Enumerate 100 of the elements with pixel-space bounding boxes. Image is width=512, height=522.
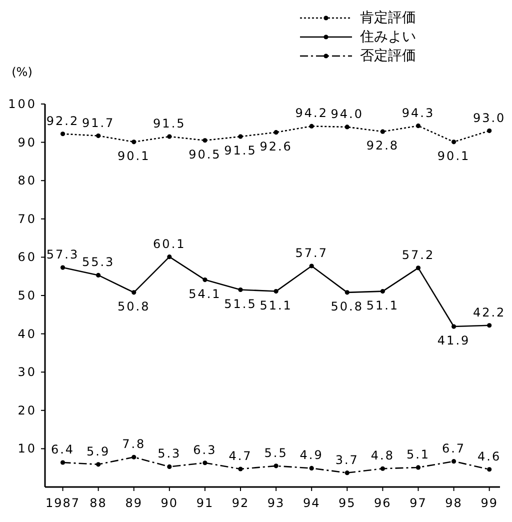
point [487, 467, 492, 472]
data-label: 4.7 [228, 449, 252, 463]
y-tick-label: 10 [18, 442, 37, 456]
data-label: 6.3 [193, 442, 217, 457]
x-tick-label: 97 [410, 496, 427, 510]
data-label: 91.7 [82, 116, 115, 130]
data-label: 57.3 [46, 248, 80, 262]
point [238, 134, 243, 139]
point [274, 464, 278, 468]
x-tick-label: 91 [196, 496, 214, 510]
point [416, 124, 421, 128]
point [309, 466, 314, 471]
x-tick-label: 88 [90, 496, 107, 510]
data-label: 57.2 [402, 248, 435, 262]
point [132, 290, 136, 295]
point [60, 265, 66, 270]
x-tick-label: 98 [445, 496, 462, 510]
data-label: 90.5 [188, 147, 222, 162]
point [451, 459, 456, 464]
data-label: 92.2 [46, 114, 80, 128]
y-axis-title: (%) [12, 65, 32, 79]
legend-label: 肯定評価 [360, 10, 416, 26]
point [202, 277, 208, 282]
data-label: 94.0 [330, 106, 364, 121]
data-label: 4.9 [300, 448, 324, 462]
data-label: 3.7 [335, 452, 359, 467]
point [238, 466, 243, 472]
point [167, 254, 172, 260]
point [202, 138, 208, 143]
y-tick-label: 60 [18, 250, 37, 264]
data-label: 6.4 [50, 442, 75, 456]
point [132, 140, 136, 144]
y-tick-label: 50 [18, 288, 37, 302]
y-tick-label: 30 [18, 365, 37, 380]
point [380, 288, 385, 294]
point [416, 266, 421, 270]
x-tick-label: 95 [338, 496, 356, 510]
point [487, 323, 492, 328]
y-tick-label: 80 [18, 174, 37, 188]
y-tick-label: 100 [8, 97, 37, 111]
x-tick-label: 99 [480, 496, 498, 510]
data-label: 50.8 [118, 299, 150, 314]
data-label: 94.2 [295, 106, 328, 120]
point [380, 466, 385, 471]
data-label: 50.8 [330, 299, 364, 314]
point [344, 470, 350, 476]
data-label: 5.5 [264, 446, 288, 460]
x-tick-label: 90 [160, 496, 178, 510]
data-label: 94.3 [402, 106, 435, 120]
data-label: 41.9 [437, 334, 470, 348]
data-label: 55.3 [82, 255, 115, 270]
point [274, 288, 278, 294]
point [380, 129, 385, 134]
data-label: 51.5 [224, 296, 257, 311]
data-label: 91.5 [153, 116, 186, 131]
data-label: 51.1 [260, 298, 292, 312]
x-tick-label: 92 [232, 496, 250, 510]
data-label: 5.9 [86, 444, 110, 458]
point [487, 128, 492, 134]
y-tick-label: 40 [18, 326, 37, 341]
y-tick-label: 70 [18, 212, 37, 226]
x-tick-label: 94 [302, 496, 320, 510]
point [167, 464, 172, 469]
point [416, 465, 421, 470]
data-label: 5.3 [158, 446, 182, 461]
point [344, 124, 350, 130]
point [60, 460, 66, 465]
point [344, 290, 350, 295]
data-label: 4.6 [478, 449, 502, 464]
data-label: 42.2 [472, 305, 506, 320]
point [96, 272, 101, 278]
data-label: 91.5 [224, 144, 257, 158]
data-label: 57.7 [295, 246, 328, 260]
data-label: 93.0 [472, 110, 506, 125]
data-label: 6.7 [442, 441, 466, 456]
data-label: 51.1 [366, 298, 400, 312]
data-label: 60.1 [153, 236, 186, 251]
point [167, 134, 172, 139]
point [202, 460, 208, 466]
data-label: 90.1 [437, 148, 470, 163]
data-label: 7.8 [122, 437, 146, 452]
point [132, 454, 136, 460]
point [238, 287, 243, 292]
data-label: 92.6 [260, 139, 292, 154]
data-label: 92.8 [366, 138, 400, 153]
data-label: 5.1 [406, 447, 430, 462]
point [60, 132, 66, 136]
point [451, 140, 456, 144]
point [309, 264, 314, 268]
point [309, 124, 314, 129]
legend-label: 住みよい [359, 29, 416, 45]
data-label: 90.1 [118, 148, 150, 163]
data-label: 54.1 [188, 286, 222, 301]
y-tick-label: 20 [18, 403, 37, 418]
y-tick-label: 90 [18, 135, 37, 150]
x-tick-label: 96 [374, 496, 392, 510]
point [274, 130, 278, 135]
x-tick-label: 89 [125, 496, 143, 510]
x-tick-label: 1987 [46, 496, 80, 510]
point [96, 133, 101, 138]
